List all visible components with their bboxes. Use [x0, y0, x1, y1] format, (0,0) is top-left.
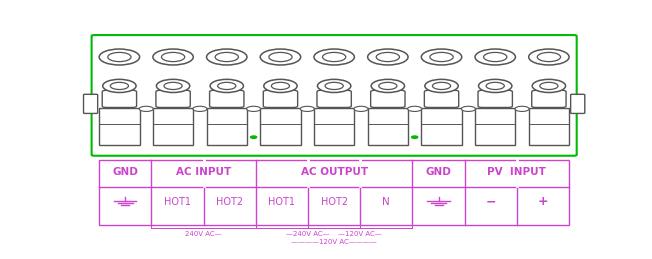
Bar: [314, 108, 355, 145]
Text: AC OUTPUT: AC OUTPUT: [301, 167, 368, 177]
Circle shape: [371, 79, 404, 92]
Circle shape: [376, 52, 400, 62]
Text: GND: GND: [426, 167, 452, 177]
Text: AC INPUT: AC INPUT: [176, 167, 231, 177]
Circle shape: [379, 82, 397, 90]
Text: 240V AC—: 240V AC—: [185, 231, 222, 236]
Bar: [99, 160, 569, 225]
FancyBboxPatch shape: [83, 94, 98, 113]
Circle shape: [540, 82, 558, 90]
Circle shape: [318, 79, 351, 92]
FancyBboxPatch shape: [424, 90, 459, 107]
FancyBboxPatch shape: [370, 90, 405, 107]
Bar: [207, 108, 247, 145]
FancyBboxPatch shape: [317, 90, 351, 107]
Ellipse shape: [139, 106, 153, 111]
Bar: [368, 108, 408, 145]
Text: +: +: [538, 195, 548, 208]
Bar: [260, 108, 301, 145]
Bar: [99, 108, 140, 145]
FancyBboxPatch shape: [102, 90, 136, 107]
Circle shape: [368, 49, 408, 65]
FancyBboxPatch shape: [570, 94, 585, 113]
Ellipse shape: [193, 106, 207, 111]
Ellipse shape: [300, 106, 314, 111]
FancyBboxPatch shape: [156, 90, 190, 107]
Circle shape: [153, 49, 193, 65]
Circle shape: [475, 49, 516, 65]
FancyBboxPatch shape: [263, 90, 298, 107]
Circle shape: [260, 49, 301, 65]
Bar: [421, 108, 462, 145]
Bar: [153, 108, 193, 145]
Text: HOT1: HOT1: [269, 197, 295, 207]
FancyBboxPatch shape: [478, 90, 512, 107]
Circle shape: [103, 79, 136, 92]
Circle shape: [430, 52, 453, 62]
Circle shape: [269, 52, 292, 62]
Circle shape: [99, 49, 140, 65]
Circle shape: [162, 52, 185, 62]
Ellipse shape: [515, 106, 529, 111]
Circle shape: [250, 136, 257, 138]
Circle shape: [486, 82, 504, 90]
Circle shape: [207, 49, 247, 65]
Ellipse shape: [462, 106, 475, 111]
Bar: [529, 108, 569, 145]
Circle shape: [314, 49, 355, 65]
Circle shape: [484, 52, 507, 62]
Circle shape: [537, 52, 561, 62]
Text: HOT2: HOT2: [216, 197, 243, 207]
Circle shape: [432, 82, 451, 90]
FancyBboxPatch shape: [209, 90, 244, 107]
Circle shape: [532, 79, 565, 92]
Circle shape: [210, 79, 243, 92]
FancyBboxPatch shape: [91, 35, 577, 156]
Circle shape: [215, 52, 239, 62]
Text: PV  INPUT: PV INPUT: [488, 167, 546, 177]
Circle shape: [479, 79, 512, 92]
Text: GND: GND: [112, 167, 138, 177]
Circle shape: [264, 79, 297, 92]
Ellipse shape: [246, 106, 261, 111]
Circle shape: [529, 49, 569, 65]
Circle shape: [323, 52, 346, 62]
Circle shape: [108, 52, 131, 62]
Text: HOT2: HOT2: [321, 197, 348, 207]
Circle shape: [156, 79, 190, 92]
Circle shape: [218, 82, 236, 90]
Text: ————120V AC————: ————120V AC————: [291, 240, 377, 246]
Text: —240V AC—: —240V AC—: [286, 231, 330, 236]
Ellipse shape: [408, 106, 422, 111]
Circle shape: [411, 136, 418, 138]
Circle shape: [164, 82, 182, 90]
Circle shape: [421, 49, 462, 65]
Text: −: −: [486, 195, 496, 208]
Ellipse shape: [354, 106, 368, 111]
Bar: [475, 108, 516, 145]
Circle shape: [110, 82, 128, 90]
Circle shape: [325, 82, 343, 90]
Text: —120V AC—: —120V AC—: [338, 231, 382, 236]
Circle shape: [425, 79, 458, 92]
FancyBboxPatch shape: [532, 90, 566, 107]
Text: N: N: [383, 197, 391, 207]
Text: HOT1: HOT1: [164, 197, 191, 207]
Circle shape: [271, 82, 289, 90]
